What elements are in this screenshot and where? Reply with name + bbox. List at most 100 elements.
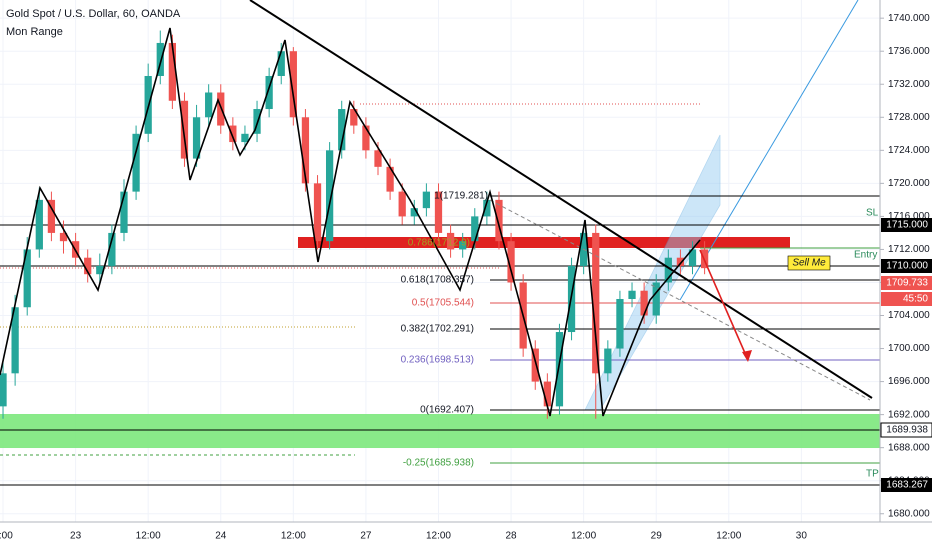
candle-body bbox=[616, 298, 624, 349]
price-tag bbox=[881, 218, 932, 232]
x-tick-label: 30 bbox=[796, 531, 808, 542]
candle-body bbox=[495, 199, 503, 242]
x-tick-label: 27 bbox=[360, 531, 372, 542]
x-tick-label: 29 bbox=[651, 531, 663, 542]
candle-body bbox=[459, 241, 467, 250]
candle-body bbox=[156, 42, 164, 76]
y-tick-label: 1692.000 bbox=[888, 409, 930, 420]
y-tick-label: 1700.000 bbox=[888, 343, 930, 354]
candle-body bbox=[640, 290, 648, 316]
candle-body bbox=[628, 290, 636, 299]
candle-body bbox=[47, 199, 56, 233]
x-tick-label: 24 bbox=[215, 531, 227, 542]
candle-body bbox=[23, 249, 31, 308]
candle-body bbox=[59, 232, 68, 242]
fib-label: -0.25(1685.938) bbox=[403, 458, 474, 469]
candle-body bbox=[192, 117, 201, 159]
price-tags: 1715.000 1710.000 1709.733 45:50 1689.93… bbox=[880, 218, 932, 492]
price-tag bbox=[881, 276, 932, 290]
candle-body bbox=[0, 373, 7, 407]
candle-body bbox=[108, 232, 116, 266]
fib-label: 0.236(1698.513) bbox=[401, 355, 474, 366]
fib-label: 0(1692.407) bbox=[420, 405, 474, 416]
candle-body bbox=[422, 191, 431, 209]
candle-body bbox=[350, 109, 358, 126]
candle-body bbox=[531, 348, 539, 382]
trend-line bbox=[249, 0, 873, 399]
price-tag-label: 1715.000 bbox=[886, 220, 928, 231]
fib-label: 0.618(1708.357) bbox=[401, 275, 474, 286]
y-tick-label: 1716.000 bbox=[888, 211, 930, 222]
price-tag-label: 1710.000 bbox=[886, 261, 928, 272]
resistance-zone bbox=[298, 237, 790, 248]
y-tick-label: 1740.000 bbox=[888, 13, 930, 24]
candle-body bbox=[168, 42, 176, 101]
candle-body bbox=[289, 51, 297, 118]
fib-label: 1(1719.281) bbox=[434, 191, 488, 202]
y-tick-label: 1696.000 bbox=[888, 376, 930, 387]
subtitle: Mon Range bbox=[6, 26, 63, 38]
candle-body bbox=[35, 199, 43, 250]
x-tick-label: 12:00 bbox=[426, 531, 451, 542]
channel-line bbox=[679, 0, 859, 301]
support-zone bbox=[0, 414, 880, 448]
fib-label: 0.786(1712.9) bbox=[408, 238, 470, 249]
candle-body bbox=[471, 216, 479, 242]
price-tag bbox=[880, 422, 932, 438]
candle-body bbox=[229, 125, 237, 143]
candle-body bbox=[338, 109, 346, 151]
candle-body bbox=[688, 249, 697, 266]
price-tag-label: 1689.938 bbox=[886, 425, 928, 436]
price-tag-label: 1683.267 bbox=[886, 480, 928, 491]
price-tag bbox=[881, 259, 932, 273]
candle-body bbox=[120, 191, 128, 233]
price-tag-label: 1709.733 bbox=[886, 278, 928, 289]
trend-line-dashed bbox=[489, 199, 871, 401]
candle-body bbox=[507, 241, 515, 283]
chart-title: Gold Spot / U.S. Dollar, 60, OANDA bbox=[6, 8, 181, 20]
tp-label: TP bbox=[866, 469, 879, 480]
y-tick-label: 1728.000 bbox=[888, 112, 930, 123]
y-tick-label: 1704.000 bbox=[888, 310, 930, 321]
candle-body bbox=[604, 348, 612, 374]
candle-body bbox=[180, 100, 189, 159]
candle-body bbox=[434, 191, 443, 233]
x-tick-label: 23 bbox=[70, 531, 82, 542]
y-tick-label: 1732.000 bbox=[888, 79, 930, 90]
candle-body bbox=[96, 265, 104, 275]
candle-body bbox=[446, 232, 455, 250]
candle-body bbox=[398, 191, 406, 217]
candle-body bbox=[592, 232, 600, 374]
y-tick-label: 1688.000 bbox=[888, 442, 930, 453]
candle-body bbox=[386, 166, 394, 192]
price-tag bbox=[881, 478, 932, 492]
x-tick-label: 2:00 bbox=[0, 531, 13, 542]
candle-body bbox=[676, 257, 685, 266]
candle-body bbox=[483, 199, 491, 217]
zigzag bbox=[0, 27, 701, 417]
entry-label: Entry bbox=[854, 250, 877, 261]
candle-body bbox=[205, 92, 213, 118]
x-tick-label: 12:00 bbox=[281, 531, 306, 542]
candle-body bbox=[265, 75, 273, 110]
x-tick-label: 12:00 bbox=[716, 531, 741, 542]
candle-body bbox=[313, 183, 322, 242]
candle-body bbox=[325, 150, 334, 242]
candle-body bbox=[362, 125, 370, 151]
candle-body bbox=[132, 133, 140, 192]
arrow bbox=[699, 249, 749, 361]
candle-body bbox=[664, 257, 672, 283]
price-tag-label: 45:50 bbox=[903, 294, 928, 305]
candle-body bbox=[555, 332, 564, 407]
price-tag bbox=[881, 292, 932, 306]
y-tick-label: 1736.000 bbox=[888, 46, 930, 57]
fib-label: 0.5(1705.544) bbox=[412, 298, 474, 309]
candle-body bbox=[84, 257, 92, 275]
candle-body bbox=[543, 381, 551, 407]
sell-label: Sell Me bbox=[792, 258, 826, 269]
candle-body bbox=[277, 51, 285, 76]
candle-body bbox=[301, 117, 310, 184]
